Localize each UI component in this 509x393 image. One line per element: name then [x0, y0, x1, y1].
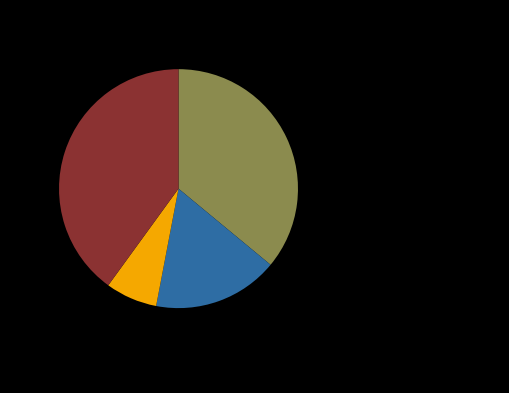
Wedge shape	[59, 69, 178, 285]
Wedge shape	[178, 69, 297, 265]
Wedge shape	[156, 189, 270, 308]
Wedge shape	[108, 189, 178, 306]
